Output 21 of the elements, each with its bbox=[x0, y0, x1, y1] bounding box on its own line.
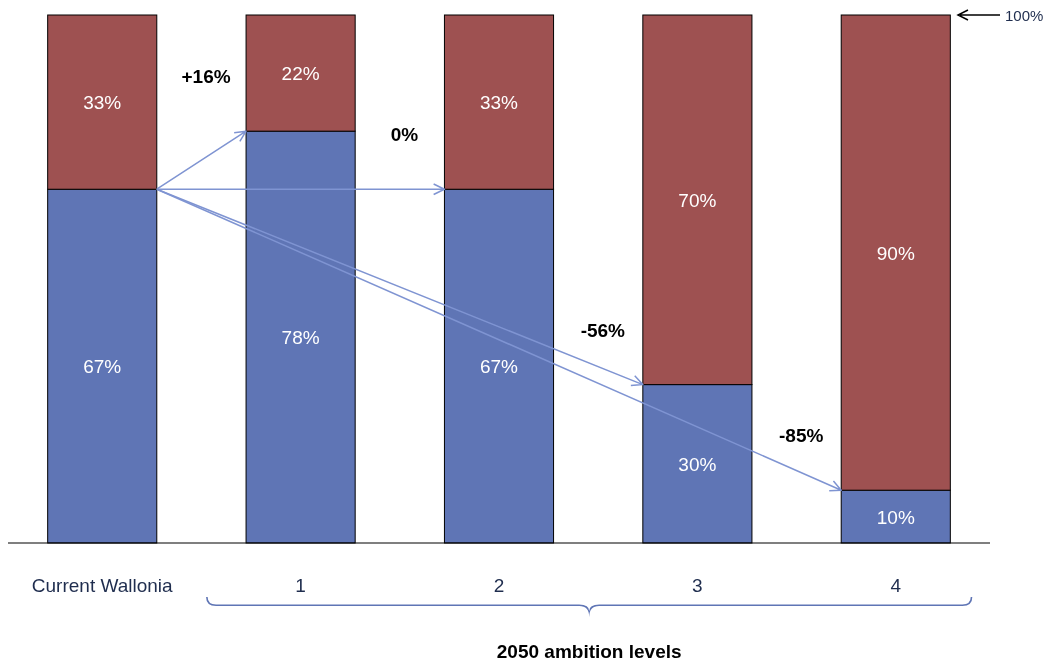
x-tick-label: 3 bbox=[692, 575, 703, 596]
data-label: 33% bbox=[479, 92, 519, 114]
data-label: 67% bbox=[479, 356, 519, 378]
data-label: 22% bbox=[281, 63, 320, 85]
annotation: -56% bbox=[580, 319, 626, 341]
annotation: +16% bbox=[181, 66, 231, 88]
data-label: 33% bbox=[83, 92, 122, 114]
x-tick-label: Current Wallonia bbox=[31, 575, 174, 596]
x-tick-label: 1 bbox=[295, 575, 306, 596]
data-label: 67% bbox=[83, 356, 122, 378]
text: 100% bbox=[1005, 7, 1044, 24]
data-label: 70% bbox=[678, 189, 717, 211]
data-label: 78% bbox=[281, 327, 320, 349]
data-label: 30% bbox=[678, 453, 717, 475]
x-tick-label: 2 bbox=[493, 575, 505, 596]
x-axis-title: 2050 ambition levels bbox=[496, 641, 682, 662]
x-tick-label: 4 bbox=[890, 575, 902, 596]
annotation: -85% bbox=[779, 425, 824, 447]
annotation: 0% bbox=[390, 124, 419, 146]
data-label: 10% bbox=[876, 506, 915, 528]
data-label: 90% bbox=[876, 242, 915, 264]
